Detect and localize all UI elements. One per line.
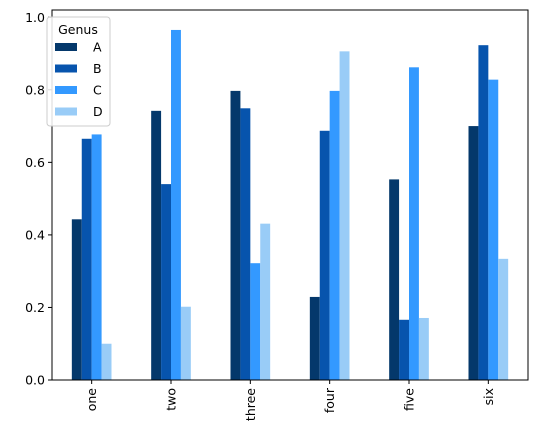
y-tick-label: 0.6 — [25, 155, 45, 170]
bar-six-A — [468, 126, 479, 380]
bar-four-A — [309, 296, 320, 380]
legend-label-C: C — [93, 83, 102, 98]
x-tick-label: five — [402, 388, 417, 411]
bar-four-B — [319, 130, 330, 380]
bar-four-C — [329, 90, 340, 380]
bar-six-C — [488, 79, 499, 381]
bar-two-B — [161, 184, 171, 380]
bar-five-D — [418, 317, 429, 380]
bar-four-D — [339, 51, 350, 380]
bar-two-A — [151, 110, 162, 380]
bar-five-B — [399, 319, 409, 380]
bar-one-A — [71, 219, 82, 380]
bar-group — [71, 29, 509, 381]
y-tick-label: 0.2 — [25, 300, 45, 315]
x-tick-label: three — [243, 388, 258, 421]
legend-swatch-D — [55, 107, 77, 116]
y-tick-label: 0.8 — [25, 82, 45, 97]
bar-five-C — [409, 67, 419, 380]
legend-swatch-C — [55, 86, 77, 94]
legend-swatch-A — [55, 43, 77, 51]
legend-label-B: B — [93, 61, 102, 76]
bar-five-A — [389, 179, 400, 380]
x-axis: one two three four five six — [84, 380, 496, 421]
plot-frame — [51, 9, 529, 381]
bar-three-D — [260, 223, 271, 380]
bar-two-C — [171, 29, 181, 380]
x-tick-label: six — [481, 388, 496, 405]
legend-swatch-B — [55, 64, 77, 73]
bar-two-D — [180, 306, 191, 380]
x-tick-label: one — [84, 388, 99, 412]
y-tick-label: 0.0 — [25, 373, 45, 388]
legend-label-D: D — [93, 104, 103, 119]
legend-label-A: A — [93, 40, 102, 55]
bar-one-C — [91, 134, 102, 380]
x-tick-label: four — [322, 387, 337, 413]
bar-three-C — [250, 263, 261, 380]
y-tick-label: 1.0 — [25, 10, 45, 25]
x-tick-label: two — [164, 388, 179, 411]
bar-one-B — [81, 138, 92, 380]
bar-one-D — [101, 343, 112, 380]
y-axis: 0.0 0.2 0.4 0.6 0.8 1.0 — [25, 10, 52, 388]
legend-title: Genus — [58, 22, 98, 37]
bar-six-B — [478, 45, 489, 380]
bar-three-B — [240, 108, 251, 381]
bar-three-A — [230, 90, 241, 380]
y-tick-label: 0.4 — [25, 227, 45, 242]
bar-six-D — [498, 258, 509, 380]
